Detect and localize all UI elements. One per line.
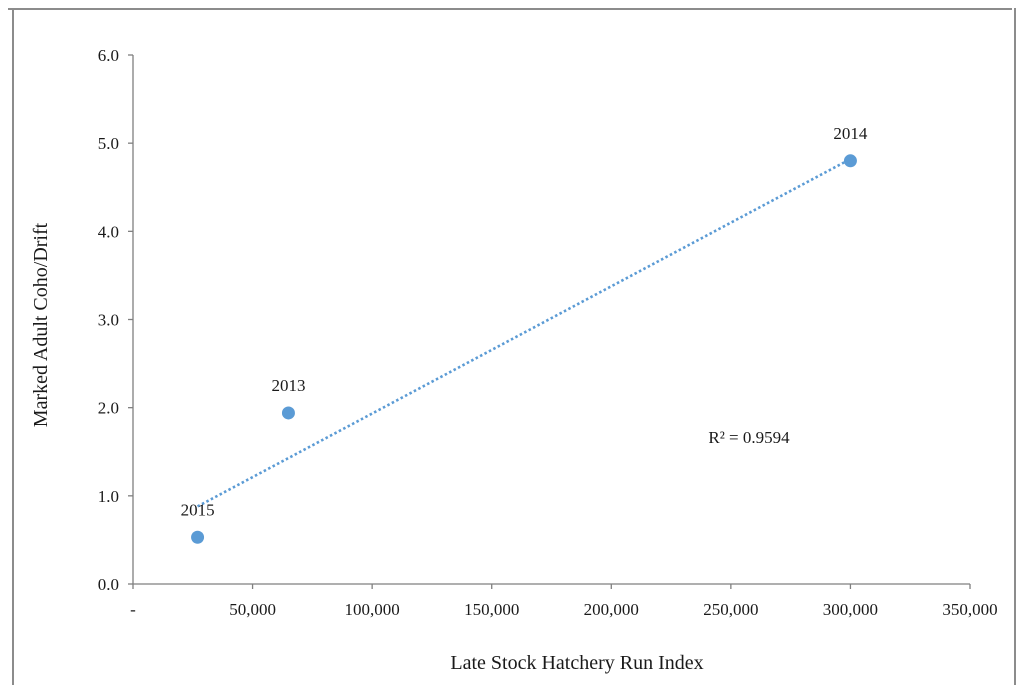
data-label-2015: 2015 bbox=[181, 500, 215, 519]
x-tick-label: 200,000 bbox=[584, 600, 639, 619]
y-tick-label: 1.0 bbox=[98, 487, 119, 506]
x-tick-label: 100,000 bbox=[345, 600, 400, 619]
data-label-2014: 2014 bbox=[833, 124, 868, 143]
x-tick-label: - bbox=[130, 600, 136, 619]
y-tick-label: 3.0 bbox=[98, 311, 119, 330]
data-point-2013 bbox=[281, 406, 295, 420]
x-tick-label: 250,000 bbox=[703, 600, 758, 619]
y-axis-label: Marked Adult Coho/Drift bbox=[30, 222, 52, 427]
x-tick-label: 150,000 bbox=[464, 600, 519, 619]
frame-border-right bbox=[1014, 8, 1016, 685]
frame-border-top bbox=[8, 8, 1012, 10]
y-tick-label: 0.0 bbox=[98, 575, 119, 594]
data-point-2014 bbox=[843, 154, 857, 168]
y-axis-ticks: 0.0 1.0 2.0 3.0 4.0 5.0 6.0 bbox=[98, 46, 133, 594]
data-point-2015 bbox=[191, 530, 205, 544]
points-layer: 2013 2014 2015 bbox=[181, 124, 868, 544]
y-tick-label: 6.0 bbox=[98, 46, 119, 65]
x-axis-label: Late Stock Hatchery Run Index bbox=[450, 652, 703, 674]
x-tick-label: 50,000 bbox=[229, 600, 276, 619]
trendline bbox=[196, 157, 852, 508]
frame-border-left bbox=[12, 8, 14, 685]
y-tick-label: 2.0 bbox=[98, 399, 119, 418]
x-axis-ticks: - 50,000 100,000 150,000 200,000 250,000 300,0… bbox=[130, 584, 998, 619]
x-tick-label: 350,000 bbox=[942, 600, 997, 619]
x-tick-label: 300,000 bbox=[823, 600, 878, 619]
y-tick-label: 4.0 bbox=[98, 222, 119, 241]
r-squared-annotation: R² = 0.9594 bbox=[708, 428, 790, 447]
data-label-2013: 2013 bbox=[271, 376, 305, 395]
y-tick-label: 5.0 bbox=[98, 134, 119, 153]
trendline-layer bbox=[196, 157, 852, 508]
